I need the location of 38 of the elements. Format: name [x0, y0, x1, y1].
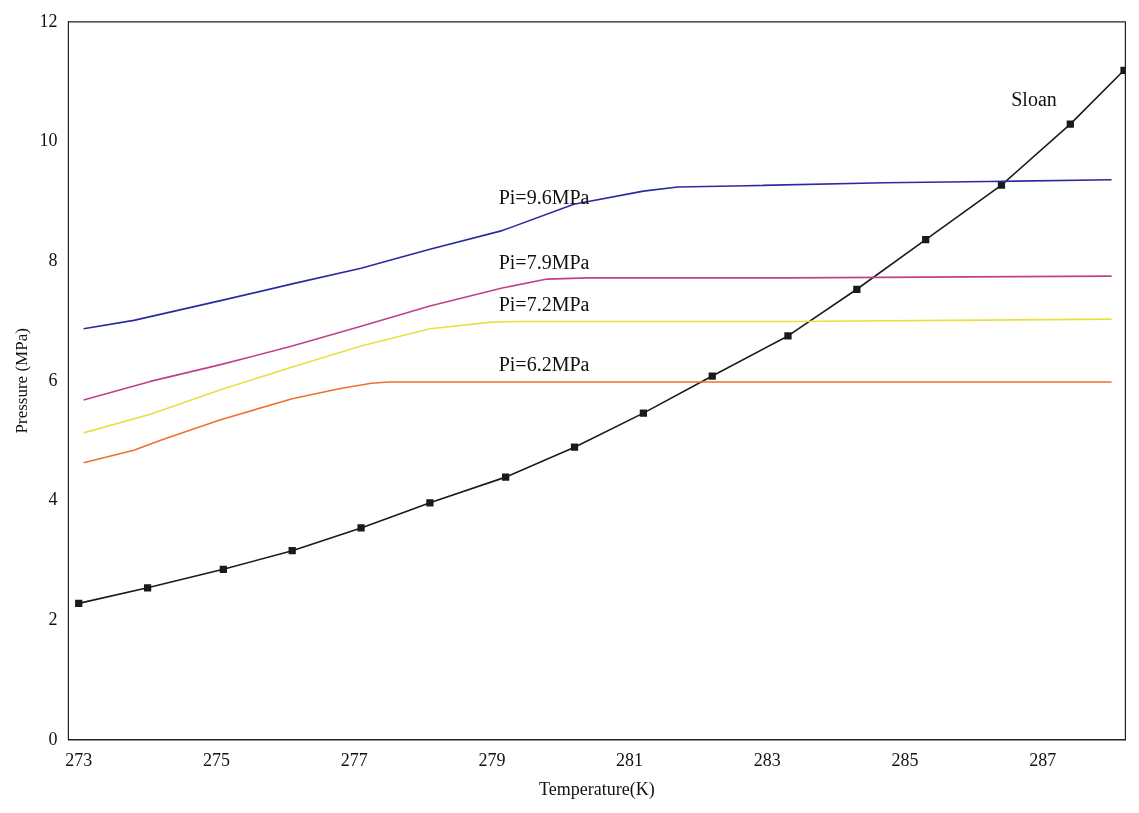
x-tick-label: 287 — [1029, 750, 1057, 771]
point — [1120, 66, 1126, 74]
series-label: Pi=7.9MPa — [498, 250, 590, 273]
point — [1066, 120, 1074, 128]
point — [502, 473, 510, 481]
series-label: Sloan — [1011, 87, 1057, 110]
x-axis-title: Temperature(K) — [539, 778, 655, 800]
point — [997, 181, 1006, 189]
point — [426, 499, 434, 507]
series-label: Pi=9.6MPa — [498, 186, 590, 209]
point — [922, 235, 930, 244]
x-tick-label: 273 — [65, 750, 93, 771]
point — [570, 443, 579, 451]
y-tick-label: 0 — [48, 728, 58, 749]
point — [853, 285, 861, 293]
point — [639, 409, 648, 417]
x-tick-label: 285 — [891, 750, 919, 771]
series-label: Pi=7.2MPa — [498, 292, 590, 315]
y-tick-label: 2 — [48, 608, 58, 629]
point — [143, 584, 152, 592]
point — [75, 599, 83, 608]
series-label: Pi=6.2MPa — [498, 353, 590, 376]
x-tick-label: 275 — [202, 750, 230, 771]
y-tick-label: 6 — [48, 369, 58, 390]
y-tick-label: 12 — [39, 10, 58, 31]
x-tick-label: 279 — [478, 750, 506, 771]
x-tick-label: 281 — [616, 750, 644, 771]
x-tick-label: 277 — [340, 750, 368, 771]
point — [288, 547, 296, 555]
x-tick-label: 283 — [753, 750, 781, 771]
point — [219, 565, 227, 573]
y-tick-label: 10 — [39, 130, 58, 151]
y-tick-label: 8 — [48, 249, 58, 270]
y-tick-label: 4 — [48, 489, 58, 510]
point — [708, 372, 716, 380]
point — [784, 332, 792, 340]
point — [357, 524, 365, 532]
y-axis-title: Pressure (MPa) — [11, 328, 31, 434]
